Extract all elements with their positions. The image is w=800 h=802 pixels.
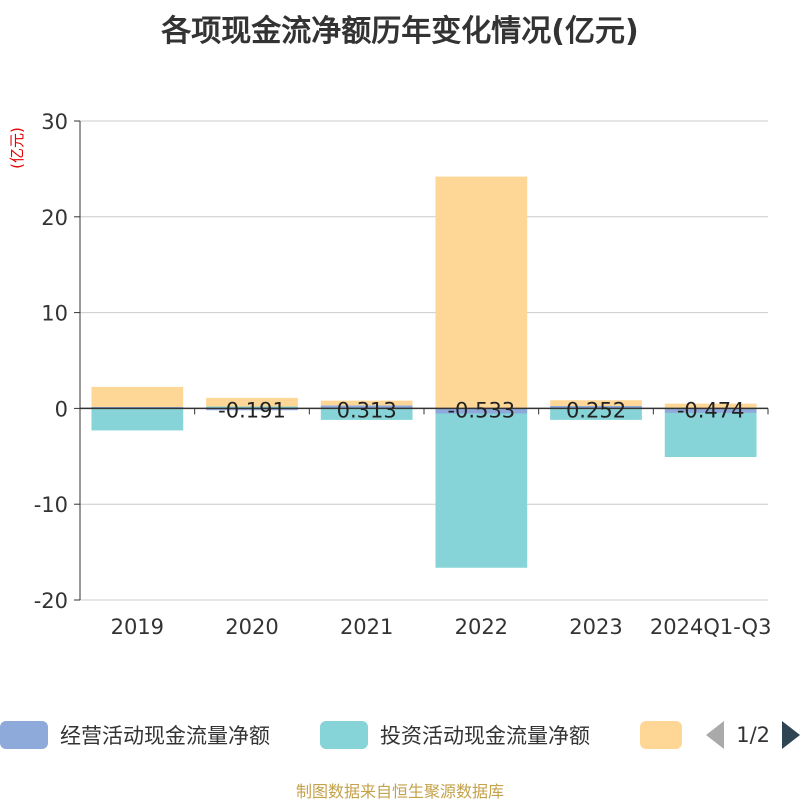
x-tick-label: 2024Q1-Q3 [650,615,772,639]
bar-segment [206,408,298,411]
legend: 经营活动现金流量净额 投资活动现金流量净额 1/2 [0,712,800,756]
bar-segment [550,400,642,406]
bar-segment [550,408,642,420]
data-label: -0.474 [677,398,745,422]
y-tick-label: -20 [34,589,68,613]
bar-segment [664,403,757,409]
source-footer: 制图数据来自恒生聚源数据库 [295,782,504,801]
y-tick-label: 30 [41,110,68,134]
y-axis-label: (亿元) [8,127,26,169]
legend-label-operating: 经营活动现金流量净额 [60,724,270,748]
gridlines [80,120,768,601]
data-label: -0.191 [218,398,286,422]
data-label: 0.313 [337,398,397,422]
bar-segment [664,408,757,413]
bar-segment [664,412,757,458]
bars [91,176,757,568]
chart-title: 各项现金流净额历年变化情况(亿元) [161,14,639,49]
bar-segment [91,408,184,431]
data-labels: -0.191 0.313 -0.533 0.252 -0.474 [218,398,744,422]
chart-canvas: 30 20 10 0 -10 -20 2019 2020 2021 2022 2023 2024Q1-… [8,110,772,639]
bar-segment [435,408,528,414]
legend-swatch-third [640,721,682,749]
legend-page-indicator: 1/2 [736,723,770,747]
legend-item-investing[interactable]: 投资活动现金流量净额 [320,720,590,750]
data-label: -0.533 [447,398,515,422]
x-tick-label: 2019 [111,615,164,639]
bar-segment [320,408,413,420]
legend-prev-page-icon[interactable] [706,721,725,749]
legend-swatch-investing [320,721,368,749]
bar-segment [550,405,642,409]
bar-segment [435,413,528,568]
x-tick-label: 2023 [569,615,622,639]
legend-pager: 1/2 [706,720,800,750]
data-label: 0.252 [566,398,626,422]
y-tick-label: 10 [41,302,68,326]
bar-segment [320,400,413,406]
x-tick-label: 2020 [225,615,278,639]
x-tick-label: 2022 [455,615,508,639]
y-tick-label: 20 [41,206,68,230]
legend-item-operating[interactable]: 经营活动现金流量净额 [0,720,270,750]
legend-label-investing: 投资活动现金流量净额 [380,724,590,748]
bar-segment [91,386,184,407]
y-tick-label: 0 [55,397,68,421]
x-tick-label: 2021 [340,615,393,639]
bar-segment [206,397,298,407]
bar-segment [206,406,298,409]
legend-swatch-operating [0,721,48,749]
axes: 30 20 10 0 -10 -20 2019 2020 2021 2022 2023 2024Q1-… [34,110,772,639]
bar-segment [435,176,528,409]
y-tick-label: -10 [34,493,68,517]
bar-segment [320,405,413,409]
legend-item-third[interactable] [640,720,682,750]
legend-next-page-icon[interactable] [782,721,800,749]
